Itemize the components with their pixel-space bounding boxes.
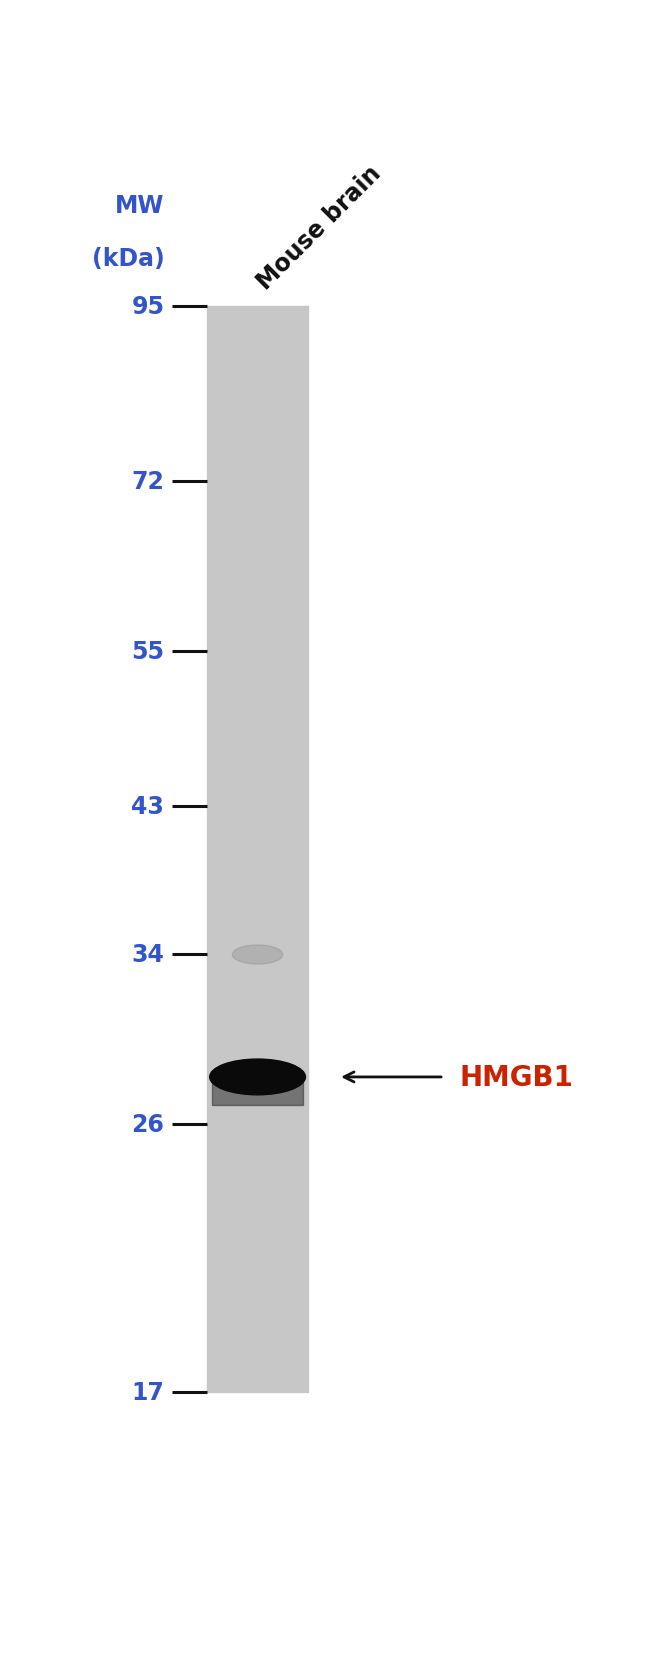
Bar: [207, 307, 308, 1392]
Text: 43: 43: [131, 795, 164, 819]
Bar: [212, 1082, 303, 1105]
Text: HMGB1: HMGB1: [459, 1064, 573, 1092]
Text: 72: 72: [131, 471, 164, 494]
Text: (kDa): (kDa): [92, 247, 164, 272]
Text: 17: 17: [131, 1380, 164, 1403]
Text: 26: 26: [131, 1112, 164, 1137]
Ellipse shape: [210, 1059, 306, 1095]
Text: 55: 55: [131, 640, 164, 664]
Text: MW: MW: [115, 194, 164, 219]
Text: 34: 34: [131, 943, 164, 968]
Text: 95: 95: [131, 295, 164, 320]
Ellipse shape: [233, 946, 283, 964]
Text: Mouse brain: Mouse brain: [252, 161, 385, 295]
